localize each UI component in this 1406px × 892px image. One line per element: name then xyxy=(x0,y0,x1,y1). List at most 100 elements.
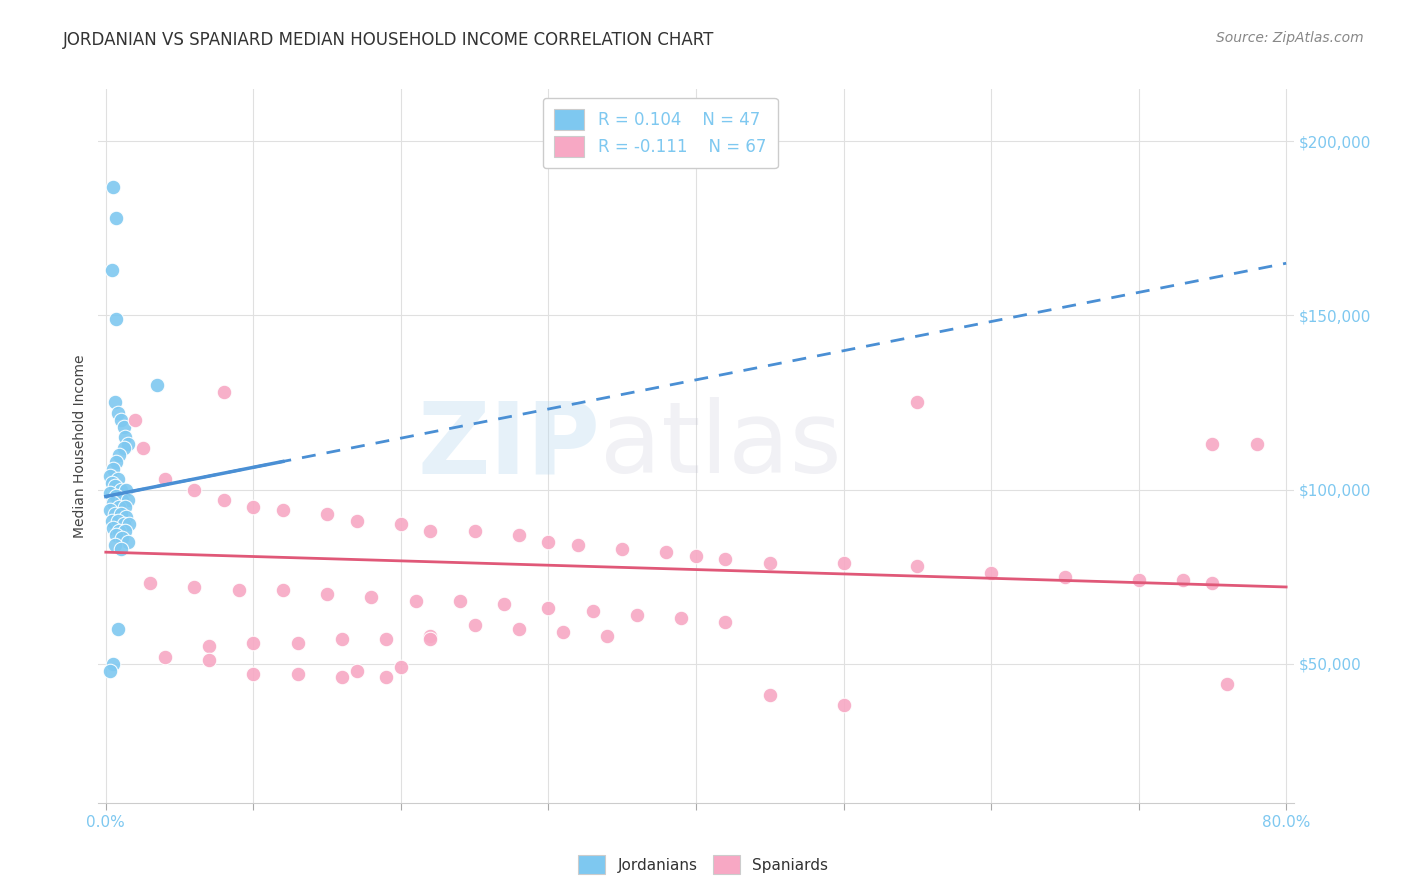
Point xyxy=(330,632,353,647)
Point xyxy=(508,622,530,636)
Point xyxy=(271,583,294,598)
Point xyxy=(111,492,134,507)
Point xyxy=(114,500,136,514)
Point xyxy=(832,698,855,713)
Text: JORDANIAN VS SPANIARD MEDIAN HOUSEHOLD INCOME CORRELATION CHART: JORDANIAN VS SPANIARD MEDIAN HOUSEHOLD I… xyxy=(63,31,714,49)
Point xyxy=(139,576,162,591)
Point xyxy=(464,618,486,632)
Point xyxy=(905,395,928,409)
Point xyxy=(1171,573,1194,587)
Point xyxy=(360,591,382,605)
Point xyxy=(108,500,131,514)
Text: Source: ZipAtlas.com: Source: ZipAtlas.com xyxy=(1216,31,1364,45)
Point xyxy=(107,472,129,486)
Point xyxy=(153,472,176,486)
Point xyxy=(316,587,339,601)
Point xyxy=(389,660,412,674)
Point xyxy=(115,510,138,524)
Point xyxy=(124,413,146,427)
Point xyxy=(346,514,368,528)
Point xyxy=(242,635,264,649)
Point xyxy=(405,594,427,608)
Point xyxy=(419,524,441,539)
Point xyxy=(98,468,121,483)
Point xyxy=(714,615,737,629)
Point xyxy=(494,598,516,612)
Point xyxy=(107,514,129,528)
Point xyxy=(105,312,128,326)
Point xyxy=(107,406,129,420)
Point xyxy=(108,448,131,462)
Point xyxy=(671,611,693,625)
Point xyxy=(101,461,124,475)
Point xyxy=(346,664,368,678)
Point xyxy=(1246,437,1268,451)
Point xyxy=(104,507,127,521)
Point xyxy=(117,492,139,507)
Point xyxy=(449,594,471,608)
Point xyxy=(105,490,128,504)
Point xyxy=(375,632,398,647)
Point xyxy=(905,559,928,574)
Point xyxy=(100,263,122,277)
Point xyxy=(508,528,530,542)
Point xyxy=(198,653,221,667)
Point xyxy=(118,517,141,532)
Point xyxy=(389,517,412,532)
Point xyxy=(183,580,205,594)
Point xyxy=(228,583,250,598)
Point xyxy=(107,622,129,636)
Text: ZIP: ZIP xyxy=(418,398,600,494)
Point xyxy=(101,521,124,535)
Point xyxy=(612,541,634,556)
Point xyxy=(537,600,560,615)
Point xyxy=(105,211,128,225)
Point xyxy=(112,517,135,532)
Point xyxy=(104,538,127,552)
Point xyxy=(287,635,309,649)
Point xyxy=(110,483,132,497)
Point xyxy=(104,395,127,409)
Point xyxy=(117,437,139,451)
Point xyxy=(104,479,127,493)
Point xyxy=(112,420,135,434)
Point xyxy=(212,492,235,507)
Point xyxy=(419,632,441,647)
Legend: Jordanians, Spaniards: Jordanians, Spaniards xyxy=(571,849,835,880)
Point xyxy=(111,531,134,545)
Point xyxy=(464,524,486,539)
Point xyxy=(117,534,139,549)
Point xyxy=(98,486,121,500)
Point xyxy=(1201,576,1223,591)
Point xyxy=(685,549,707,563)
Point xyxy=(714,552,737,566)
Point xyxy=(419,629,441,643)
Point xyxy=(105,528,128,542)
Point xyxy=(553,625,575,640)
Point xyxy=(537,534,560,549)
Point xyxy=(567,538,589,552)
Y-axis label: Median Household Income: Median Household Income xyxy=(73,354,87,538)
Point xyxy=(330,671,353,685)
Point xyxy=(316,507,339,521)
Point xyxy=(114,430,136,444)
Point xyxy=(1128,573,1150,587)
Point xyxy=(212,385,235,400)
Point xyxy=(183,483,205,497)
Point xyxy=(242,500,264,514)
Point xyxy=(100,514,122,528)
Point xyxy=(110,541,132,556)
Point xyxy=(115,483,138,497)
Point xyxy=(287,667,309,681)
Point xyxy=(980,566,1002,580)
Point xyxy=(1216,677,1239,691)
Point xyxy=(271,503,294,517)
Point xyxy=(375,671,398,685)
Point xyxy=(114,524,136,539)
Point xyxy=(596,629,619,643)
Point xyxy=(1053,569,1076,583)
Point xyxy=(110,413,132,427)
Point xyxy=(112,441,135,455)
Point xyxy=(198,639,221,653)
Point xyxy=(626,607,648,622)
